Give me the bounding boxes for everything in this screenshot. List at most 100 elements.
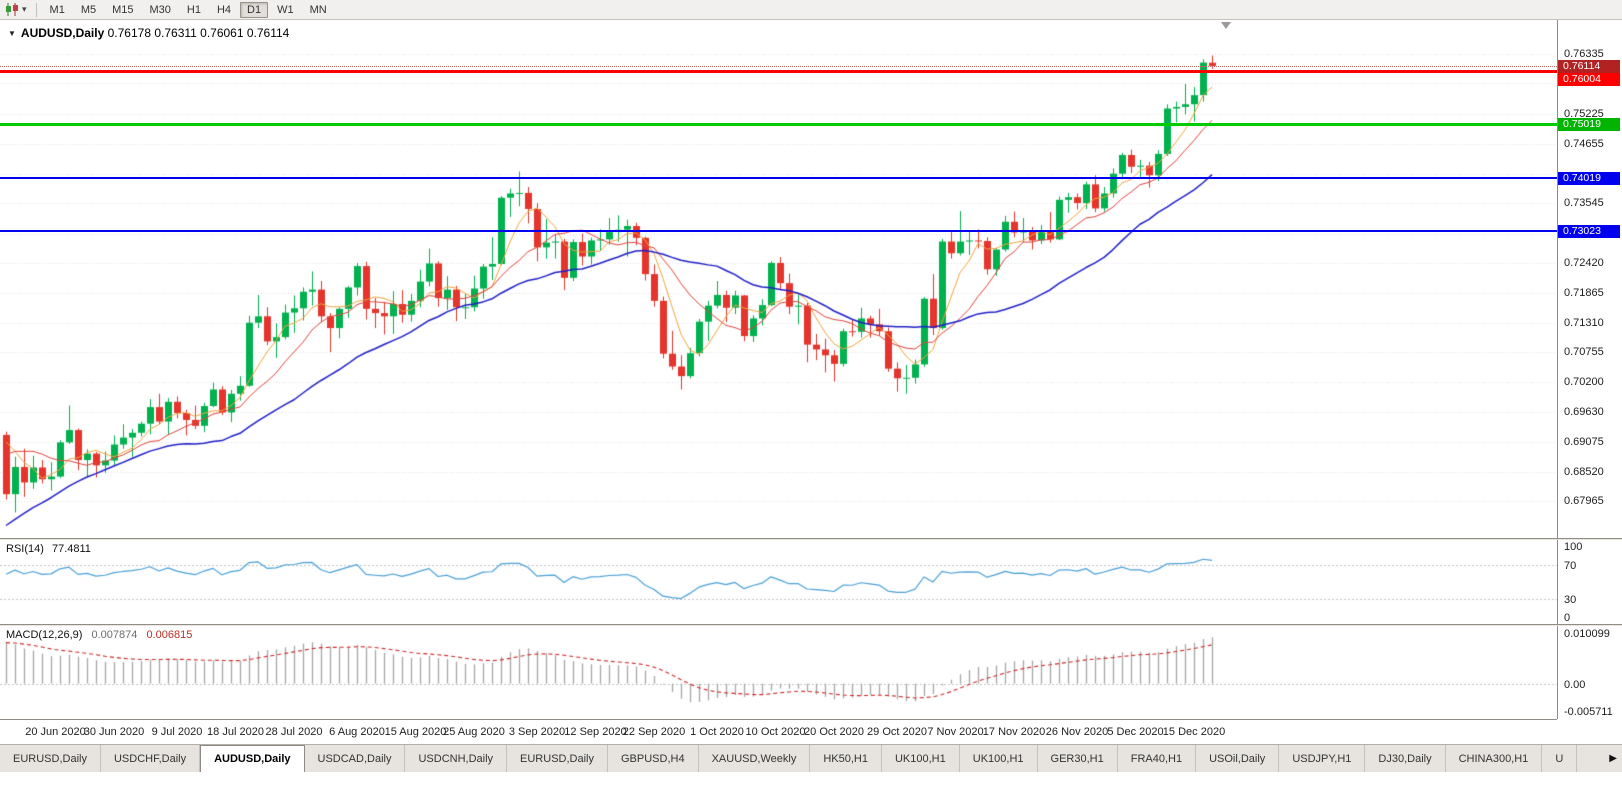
rsi-axis-label: 0 bbox=[1564, 612, 1571, 624]
time-axis-label: 10 Oct 2020 bbox=[745, 726, 806, 738]
pane-separator[interactable] bbox=[0, 624, 1622, 626]
horizontal-line-0.74019[interactable] bbox=[0, 177, 1557, 179]
time-axis-label: 20 Oct 2020 bbox=[804, 726, 864, 738]
timeframe-button-m1[interactable]: M1 bbox=[49, 3, 65, 16]
chart-tab-eurusd-daily[interactable]: EURUSD,Daily bbox=[0, 745, 101, 772]
pane-separator[interactable] bbox=[0, 538, 1622, 540]
price-tick-label: 0.70200 bbox=[1564, 376, 1604, 389]
chart-tab-eurusd-daily[interactable]: EURUSD,Daily bbox=[507, 745, 608, 772]
macd-name: MACD(12,26,9) bbox=[6, 629, 83, 641]
chart-tab-usdcad-daily[interactable]: USDCAD,Daily bbox=[305, 745, 406, 772]
price-axis[interactable]: 0.763350.757900.752250.746550.735450.724… bbox=[1557, 20, 1622, 719]
time-axis-label: 9 Jul 2020 bbox=[151, 726, 203, 738]
chart-tab-xauusd-weekly[interactable]: XAUUSD,Weekly bbox=[699, 745, 811, 772]
price-badge-0.76114: 0.76114 bbox=[1558, 59, 1620, 73]
chart-tab-usdjpy-h1[interactable]: USDJPY,H1 bbox=[1279, 745, 1366, 772]
price-tick-label: 0.70755 bbox=[1564, 346, 1604, 359]
chart-tab-fra40-h1[interactable]: FRA40,H1 bbox=[1118, 745, 1197, 772]
timeframe-button-w1[interactable]: W1 bbox=[277, 3, 294, 16]
time-axis[interactable]: 20 Jun 2020 30 Jun 2020 9 Jul 2020 18 Jul 2… bbox=[0, 719, 1557, 745]
time-axis-label: 18 Jul 2020 bbox=[207, 726, 264, 738]
chart-tab-hk50-h1[interactable]: HK50,H1 bbox=[810, 745, 882, 772]
time-axis-label: 29 Oct 2020 bbox=[867, 726, 927, 738]
chart-tab-u[interactable]: U bbox=[1542, 745, 1578, 772]
time-axis-label: 25 Aug 2020 bbox=[443, 726, 505, 738]
chart-symbol-label: AUDUSD,Daily bbox=[20, 26, 105, 40]
chart-tab-china300-h1[interactable]: CHINA300,H1 bbox=[1446, 745, 1543, 772]
chart-tab-uk100-h1[interactable]: UK100,H1 bbox=[960, 745, 1038, 772]
rsi-value: 77.4811 bbox=[51, 543, 91, 555]
horizontal-line-0.75019[interactable] bbox=[0, 123, 1557, 127]
time-axis-label: 30 Jun 2020 bbox=[83, 726, 145, 738]
chart-tab-gbpusd-h4[interactable]: GBPUSD,H4 bbox=[608, 745, 699, 772]
rsi-label: RSI(14) 77.4811 bbox=[6, 543, 91, 555]
price-tick-label: 0.69630 bbox=[1564, 406, 1604, 419]
toolbar-separator bbox=[35, 2, 37, 17]
rsi-name: RSI(14) bbox=[6, 543, 44, 555]
main-chart-canvas[interactable] bbox=[0, 20, 1557, 538]
time-axis-label: 17 Nov 2020 bbox=[982, 726, 1046, 738]
macd-signal-value: 0.006815 bbox=[146, 629, 193, 641]
price-badge-0.76004: 0.76004 bbox=[1558, 72, 1620, 86]
time-axis-label: 5 Dec 2020 bbox=[1107, 726, 1164, 738]
rsi-axis-label: 30 bbox=[1564, 593, 1577, 606]
price-tick-label: 0.72420 bbox=[1564, 257, 1604, 270]
timeframe-button-mn[interactable]: MN bbox=[309, 3, 327, 16]
horizontal-line-0.76004[interactable] bbox=[0, 70, 1557, 74]
chart-tab-dj30-daily[interactable]: DJ30,Daily bbox=[1365, 745, 1446, 772]
time-axis-label: 28 Jul 2020 bbox=[265, 726, 323, 738]
macd-axis-label: 0.00 bbox=[1564, 678, 1586, 691]
price-tick-label: 0.71865 bbox=[1564, 287, 1604, 300]
macd-canvas[interactable] bbox=[0, 626, 1557, 718]
chart-tab-usoil-daily[interactable]: USOil,Daily bbox=[1196, 745, 1280, 772]
price-badge-0.74019: 0.74019 bbox=[1558, 171, 1620, 185]
timeframe-button-d1[interactable]: D1 bbox=[240, 1, 269, 18]
chart-type-dropdown-caret[interactable]: ▾ bbox=[22, 4, 27, 14]
chart-tab-bar: EURUSD,Daily USDCHF,Daily AUDUSD,Daily USDC… bbox=[0, 744, 1622, 772]
time-axis-label: 6 Aug 2020 bbox=[329, 726, 385, 738]
chart-tab-usdcnh-daily[interactable]: USDCNH,Daily bbox=[405, 745, 508, 772]
timeframe-button-m5[interactable]: M5 bbox=[80, 3, 97, 16]
time-axis-label: 15 Aug 2020 bbox=[384, 726, 447, 738]
horizontal-line-0.73023[interactable] bbox=[0, 230, 1557, 233]
timeframe-button-h1[interactable]: H1 bbox=[186, 3, 201, 16]
macd-axis-label: 0.010099 bbox=[1564, 628, 1610, 640]
chart-tab-audusd-daily[interactable]: AUDUSD,Daily bbox=[200, 745, 305, 772]
chart-title: ▼ AUDUSD,Daily 0.76178 0.76311 0.76061 0.… bbox=[8, 26, 289, 40]
timeframe-button-h4[interactable]: H4 bbox=[216, 3, 232, 16]
rsi-canvas[interactable] bbox=[0, 540, 1557, 624]
timeframe-button-m30[interactable]: M30 bbox=[149, 3, 171, 16]
macd-label: MACD(12,26,9) 0.007874 0.006815 bbox=[6, 629, 192, 641]
time-axis-label: 12 Sep 2020 bbox=[564, 726, 627, 738]
chart-type-candlestick-icon[interactable] bbox=[4, 3, 19, 16]
time-axis-label: 26 Nov 2020 bbox=[1045, 726, 1109, 738]
tab-scroll-right-icon[interactable]: ▶ bbox=[1609, 753, 1617, 764]
chart-ohlc-values: 0.76178 0.76311 0.76061 0.76114 bbox=[107, 26, 290, 40]
rsi-pane: RSI(14) 77.4811 bbox=[0, 540, 1557, 624]
timeframe-buttons: M1 M5 M15 M30 H1 H4 D1 W1 MN bbox=[42, 1, 335, 18]
macd-pane: MACD(12,26,9) 0.007874 0.006815 bbox=[0, 626, 1557, 718]
chart-tab-uk100-h1[interactable]: UK100,H1 bbox=[882, 745, 960, 772]
time-axis-label: 1 Oct 2020 bbox=[690, 726, 744, 738]
time-axis-label: 3 Sep 2020 bbox=[508, 726, 566, 738]
macd-axis-label: -0.005711 bbox=[1564, 706, 1613, 718]
time-axis-label: 15 Dec 2020 bbox=[1162, 726, 1226, 738]
price-tick-label: 0.74655 bbox=[1564, 138, 1604, 151]
time-axis-label: 7 Nov 2020 bbox=[927, 726, 984, 738]
chart-shift-marker[interactable] bbox=[1221, 22, 1231, 29]
chart-tab-ger30-h1[interactable]: GER30,H1 bbox=[1038, 745, 1118, 772]
main-chart-pane: ▼ AUDUSD,Daily 0.76178 0.76311 0.76061 0.… bbox=[0, 20, 1557, 538]
price-tick-label: 0.69075 bbox=[1564, 436, 1604, 449]
rsi-axis-label: 70 bbox=[1564, 560, 1577, 573]
rsi-axis-label: 100 bbox=[1564, 541, 1583, 553]
time-axis-label: 20 Jun 2020 bbox=[25, 726, 86, 738]
toolbar: ▾ M1 M5 M15 M30 H1 H4 D1 W1 MN bbox=[0, 0, 1622, 20]
chart-tab-usdchf-daily[interactable]: USDCHF,Daily bbox=[101, 745, 201, 772]
collapse-chart-icon[interactable]: ▼ bbox=[8, 29, 16, 38]
price-tick-label: 0.75225 bbox=[1564, 107, 1604, 120]
timeframe-button-m15[interactable]: M15 bbox=[112, 3, 134, 16]
price-tick-label: 0.71310 bbox=[1564, 316, 1604, 329]
current-price-line bbox=[0, 66, 1557, 68]
price-badge-0.75019: 0.75019 bbox=[1558, 118, 1620, 132]
